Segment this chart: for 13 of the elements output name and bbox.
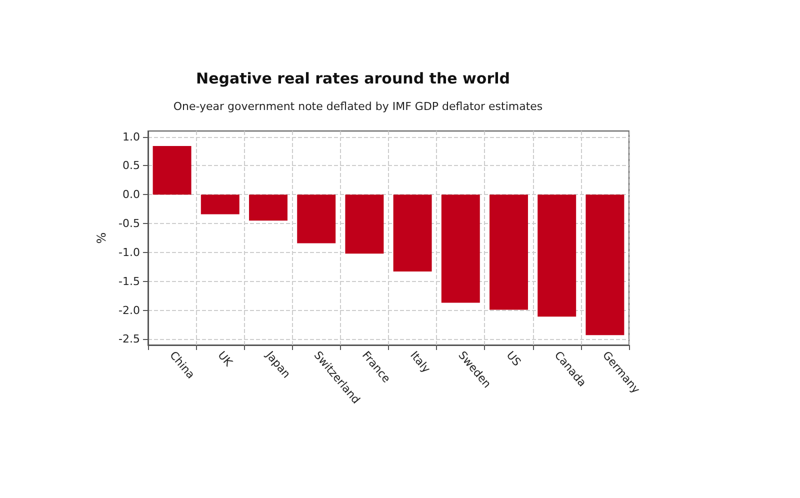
y-tick-label: -2.5 <box>118 332 140 346</box>
y-tick-label: -1.0 <box>118 246 140 259</box>
y-tick-label: -1.5 <box>118 274 140 288</box>
y-tick-label: 0.0 <box>122 188 140 202</box>
y-axis-title: % <box>94 232 109 244</box>
x-tick-label: UK <box>215 348 236 370</box>
x-tick-label: US <box>504 348 524 369</box>
y-tick-label: -2.0 <box>118 304 140 317</box>
chart-subtitle: One-year government note deflated by IMF GDP deflator estimates <box>173 100 543 113</box>
y-tick-label: 0.5 <box>122 159 140 172</box>
y-tick-label: 1.0 <box>122 130 140 144</box>
chart-title: Negative real rates around the world <box>196 70 510 88</box>
y-tick-label: -0.5 <box>118 217 140 230</box>
